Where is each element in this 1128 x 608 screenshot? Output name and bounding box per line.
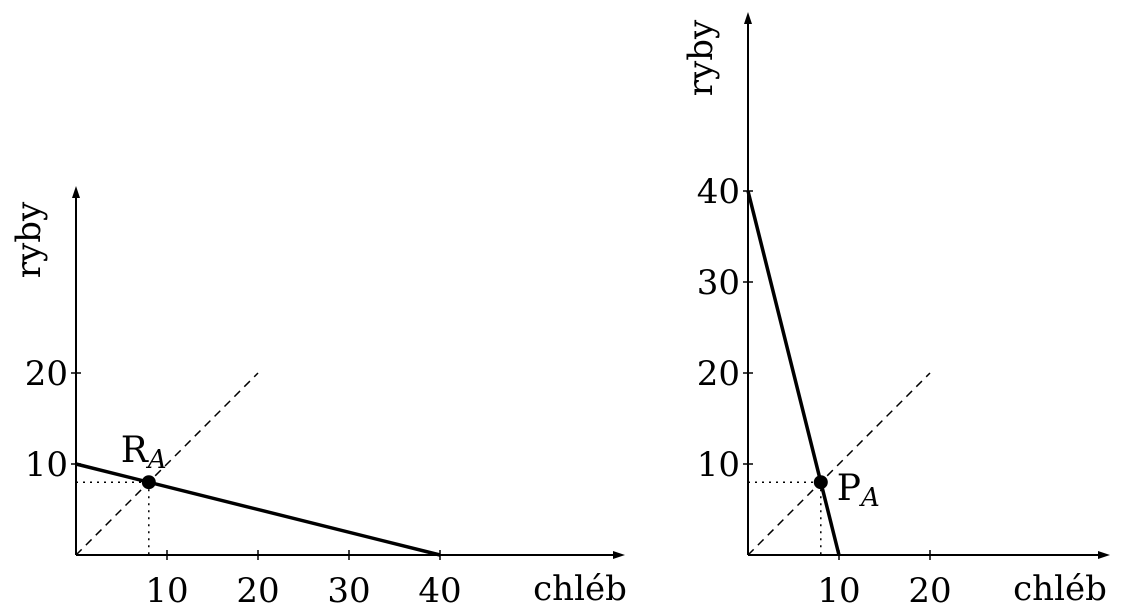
chart1-point-label: RA (121, 430, 167, 475)
chart1-y-tick-label-0: 10 (25, 445, 68, 485)
chart2-y-tick-label-3: 40 (697, 172, 740, 212)
chart2-y-axis-title: ryby (681, 19, 721, 96)
chart1-budget-line (75, 462, 441, 557)
chart1-y-tick-label-1: 20 (25, 354, 68, 394)
chart1-point-marker (141, 475, 156, 490)
chart1-y-axis-arrow (72, 186, 80, 198)
chart2-point-marker (813, 475, 828, 490)
chart1-x-axis-title: chléb (533, 569, 627, 608)
chart1-x-axis-arrow (613, 551, 625, 559)
chart2-y-tick-label-0: 10 (697, 445, 740, 485)
chart2-x-axis-arrow (1098, 551, 1110, 559)
chart2-x-axis-title: chléb (1013, 569, 1107, 608)
chart1-x-tick-label-3: 40 (418, 571, 461, 608)
chart1-x-tick-label-2: 30 (327, 571, 370, 608)
chart1-plot: 10 20 30 40 10 20 RA chléb ryby (9, 186, 627, 608)
chart1-y-axis-title: ryby (9, 201, 49, 278)
chart1-diagonal-line (75, 372, 259, 556)
chart2-budget-line (746, 190, 841, 556)
chart2-plot: 10 20 10 20 30 40 PA chléb ryby (681, 12, 1110, 608)
chart2-y-tick-label-1: 20 (697, 354, 740, 394)
chart2-x-tick-label-1: 20 (908, 571, 951, 608)
chart2-x-tick-label-0: 10 (817, 571, 860, 608)
chart1-x-tick-label-0: 10 (145, 571, 188, 608)
chart2-y-axis-arrow (744, 12, 752, 24)
chart2-y-tick-label-2: 30 (697, 263, 740, 303)
chart2-point-label: PA (837, 468, 880, 513)
chart1-x-tick-label-1: 20 (236, 571, 279, 608)
chart2-diagonal-line (747, 372, 931, 556)
